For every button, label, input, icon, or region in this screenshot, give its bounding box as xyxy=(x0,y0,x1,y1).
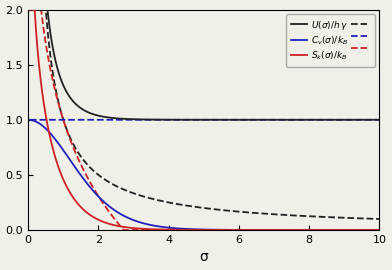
Legend: $U(\sigma)/h\,\gamma$, $C_v(\sigma)/k_B$, $S_k(\sigma)/k_B$, , , : $U(\sigma)/h\,\gamma$, $C_v(\sigma)/k_B$… xyxy=(286,14,375,66)
X-axis label: σ: σ xyxy=(200,251,208,264)
